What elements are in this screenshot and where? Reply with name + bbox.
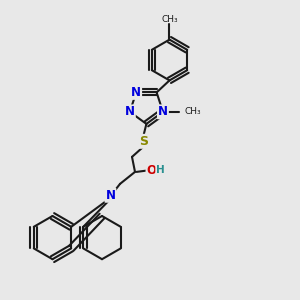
Text: N: N [131, 86, 141, 99]
Text: S: S [139, 135, 148, 148]
Text: N: N [125, 105, 135, 119]
Text: CH₃: CH₃ [184, 107, 201, 116]
Text: N: N [158, 105, 168, 119]
Text: H: H [156, 165, 165, 176]
Text: CH₃: CH₃ [161, 15, 178, 24]
Text: O: O [146, 164, 157, 177]
Text: N: N [105, 189, 116, 202]
